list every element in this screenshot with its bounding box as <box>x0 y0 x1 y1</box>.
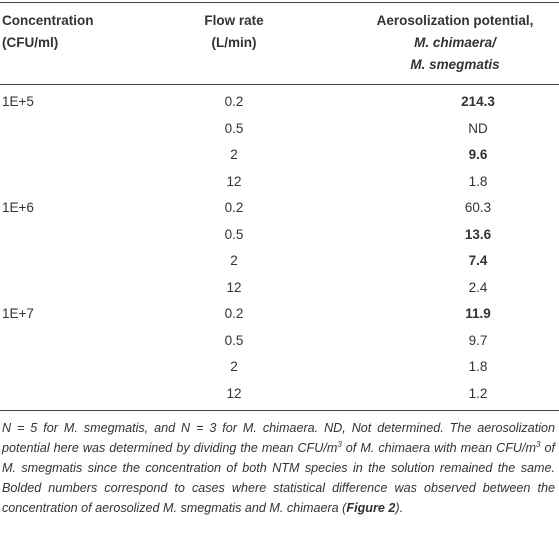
footnote-text: N = 5 for M. smegmatis, and N = 3 for M.… <box>2 421 555 455</box>
header-cell: (CFU/ml) <box>2 35 59 50</box>
potential-cell: 1.8 <box>468 173 488 189</box>
flow-rate-cell: 2 <box>230 147 238 162</box>
bottom-rule <box>0 410 559 411</box>
header-cell: M. chimaera/ <box>414 35 496 50</box>
footnote-text: 3 <box>536 439 541 449</box>
flow-rate-cell: 2 <box>230 359 238 374</box>
header-cell: M. smegmatis <box>410 57 500 72</box>
header-cell: Aerosolization potential, <box>376 13 534 28</box>
footnote-text: of M. smegmatis since the concentration … <box>2 441 555 515</box>
footnote-text: Figure 2 <box>346 501 396 515</box>
potential-cell: 1.8 <box>468 359 488 374</box>
flow-rate-cell: 0.5 <box>224 226 244 242</box>
footnote: N = 5 for M. smegmatis, and N = 3 for M.… <box>2 418 555 518</box>
potential-cell: 9.7 <box>468 332 488 348</box>
potential-cell: 9.6 <box>468 147 488 162</box>
footnote-text: of M. chimaera with mean CFU/m <box>341 441 536 455</box>
flow-rate-cell: 2 <box>230 253 238 268</box>
flow-rate-cell: 12 <box>226 385 242 401</box>
potential-cell: 2.4 <box>468 279 488 295</box>
header-rule <box>0 84 559 85</box>
header-cell: Concentration <box>2 13 94 28</box>
potential-cell: 1.2 <box>468 385 488 401</box>
flow-rate-cell: 0.2 <box>224 306 244 321</box>
potential-cell: 13.6 <box>464 226 492 242</box>
flow-rate-cell: 0.2 <box>224 200 244 215</box>
header-cell: (L/min) <box>211 35 257 50</box>
potential-cell: 60.3 <box>464 200 492 215</box>
concentration-cell: 1E+6 <box>2 200 34 215</box>
potential-cell: 11.9 <box>465 306 491 321</box>
concentration-cell: 1E+7 <box>2 306 34 321</box>
concentration-cell: 1E+5 <box>2 94 34 109</box>
potential-cell: ND <box>468 120 488 136</box>
header-cell: Flow rate <box>204 13 264 28</box>
potential-cell: 7.4 <box>468 253 488 268</box>
flow-rate-cell: 0.2 <box>224 94 244 109</box>
flow-rate-cell: 0.5 <box>224 332 244 348</box>
top-rule <box>0 2 559 3</box>
footnote-text: ). <box>395 501 404 515</box>
potential-cell: 214.3 <box>461 94 495 109</box>
flow-rate-cell: 0.5 <box>224 120 244 136</box>
flow-rate-cell: 12 <box>226 173 242 189</box>
flow-rate-cell: 12 <box>226 279 242 295</box>
footnote-text: 3 <box>337 439 342 449</box>
